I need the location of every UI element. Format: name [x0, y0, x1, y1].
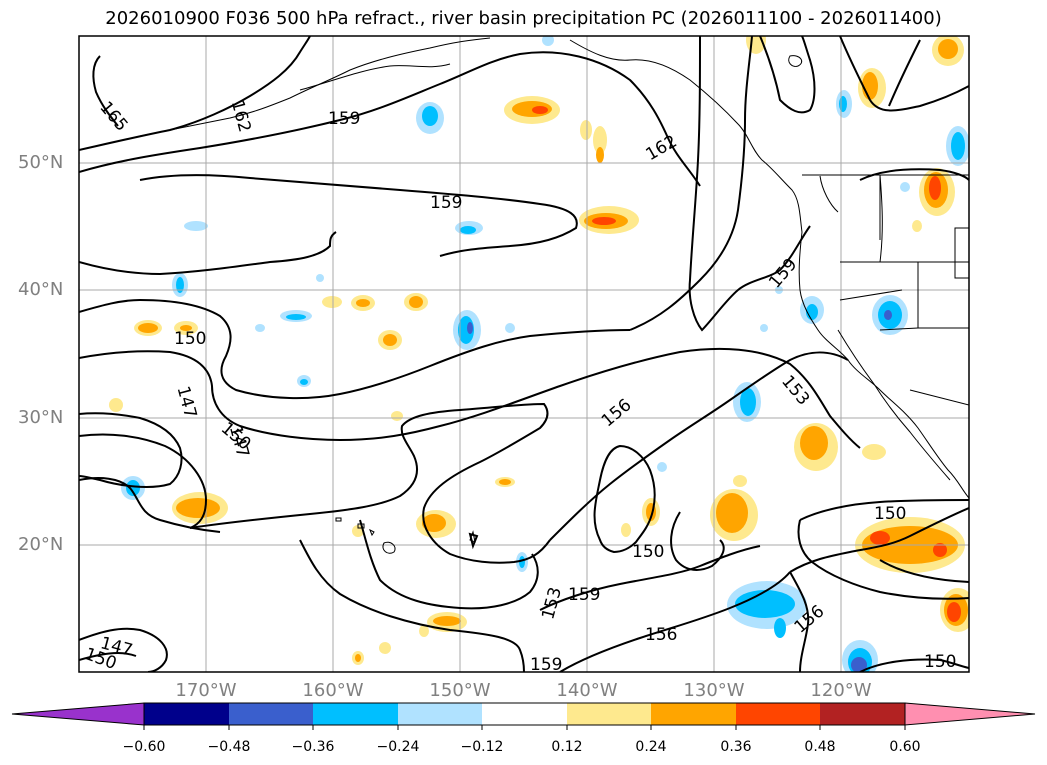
latitude-label: 50°N	[18, 152, 64, 173]
map-frame	[78, 35, 970, 673]
colorbar-tick-label: 0.12	[551, 739, 583, 755]
colorbar-tick-label: 0.60	[889, 739, 921, 755]
colorbar-tick-label: −0.24	[376, 739, 420, 755]
graticule	[79, 36, 969, 672]
colorbar-segment	[398, 703, 482, 725]
longitude-label: 150°W	[429, 680, 491, 701]
refractivity-contours	[79, 36, 969, 672]
colorbar-segment	[820, 703, 905, 725]
colorbar-segment	[482, 703, 567, 725]
colorbar-tick-label: −0.36	[291, 739, 335, 755]
contour-label: 150	[874, 504, 906, 524]
latitude-label: 20°N	[18, 534, 64, 555]
colorbar-segment	[567, 703, 651, 725]
coastlines	[139, 37, 969, 499]
colorbar-tick-label: −0.12	[460, 739, 504, 755]
colorbar-segment	[229, 703, 313, 725]
colorbar-segment	[651, 703, 736, 725]
contour-label: 156	[645, 625, 677, 645]
latitude-label: 30°N	[18, 407, 64, 428]
colorbar-tick-label: −0.48	[207, 739, 251, 755]
colorbar	[11, 702, 1036, 730]
colorbar-tick-label: 0.36	[720, 739, 752, 755]
colorbar-segment	[736, 703, 820, 725]
colorbar-tick-label: 0.48	[804, 739, 836, 755]
contour-label: 159	[328, 109, 360, 129]
contour-label: 150	[632, 542, 664, 562]
colorbar-tick-label: −0.60	[122, 739, 166, 755]
latitude-label: 40°N	[18, 279, 64, 300]
contour-label: 159	[568, 585, 600, 605]
colorbar-extend-low	[11, 702, 145, 726]
contour-label: 159	[530, 655, 562, 675]
colorbar-tick-label: 0.24	[635, 739, 667, 755]
longitude-label: 130°W	[683, 680, 745, 701]
contour-label: 159	[430, 193, 462, 213]
colorbar-segment	[313, 703, 398, 725]
contour-label: 150	[174, 329, 206, 349]
colorbar-segment	[144, 703, 229, 725]
contour-labels: 165 162 159 162 159 159 150 147 147 150 …	[82, 98, 957, 675]
longitude-label: 140°W	[556, 680, 618, 701]
map-title: 2026010900 F036 500 hPa refract., river …	[105, 8, 942, 29]
longitude-label: 120°W	[810, 680, 872, 701]
longitude-label: 170°W	[175, 680, 237, 701]
precipitation-shading	[109, 36, 969, 672]
longitude-label: 160°W	[302, 680, 364, 701]
contour-label: 150	[924, 652, 956, 672]
colorbar-extend-high	[904, 702, 1036, 726]
